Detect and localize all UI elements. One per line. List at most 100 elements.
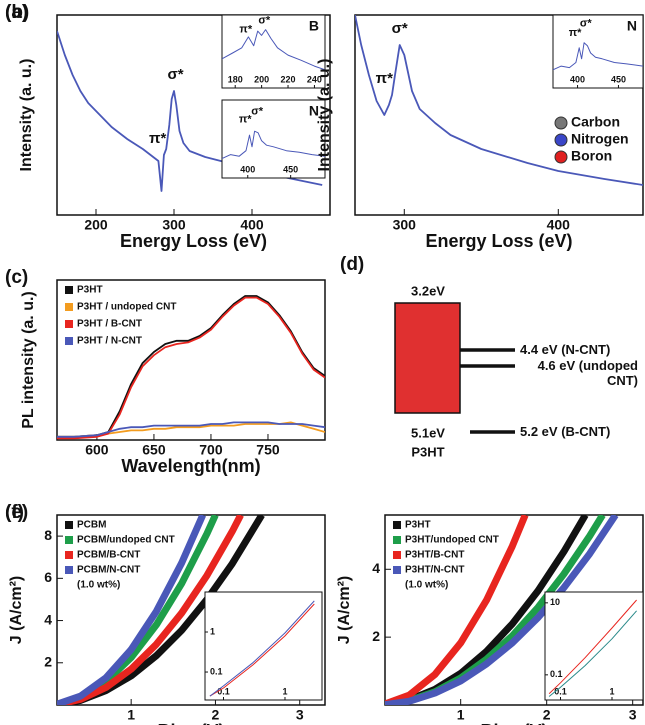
x-tick-label: 450 [611,74,626,84]
x-tick-label: 3 [296,707,304,723]
legend-label: P3HT [405,520,431,531]
legend-swatch [65,521,73,529]
panel-label: (b) [5,2,29,23]
y-tick-label: 8 [44,527,52,543]
legend-swatch [393,551,401,559]
x-tick-label: 0.1 [554,686,567,696]
series-line [222,130,325,159]
x-tick-label: 3 [629,707,637,723]
x-tick-label: 600 [85,442,109,458]
inset-frame [221,99,326,179]
annotation: σ* [392,20,408,37]
y-axis-label: PL intensity (a. u.) [20,291,37,429]
inset-title: N [309,103,319,119]
x-tick-label: 300 [393,217,417,233]
x-tick-label: 750 [256,442,280,458]
panel-label: (d) [340,254,364,275]
x-axis-label: Energy Loss (eV) [120,231,267,251]
legend-swatch [65,303,73,311]
legend-label: PCBM [77,520,106,531]
series-line [57,295,325,438]
level-label: 4.6 eV (undoped CNT) [537,358,638,388]
annotation: σ* [168,66,184,83]
y-tick-label: 6 [44,569,52,585]
annotation: π* [149,130,166,147]
series-line [209,603,315,697]
inset-title: N [627,18,637,34]
y-tick-label: 2 [372,628,380,644]
panel-label: (f) [5,502,24,523]
series-line [209,600,315,697]
legend-swatch [65,320,73,328]
x-tick-label: 1 [127,707,135,723]
inset-frame [552,14,644,89]
x-tick-label: 200 [84,217,108,233]
donor-homo: 5.1eV [411,425,445,440]
x-axis-label: Energy Loss (eV) [425,231,572,251]
legend-label: P3HT/undoped CNT [405,535,499,546]
inset-title: B [309,18,319,34]
series-line [553,42,643,71]
plot-frame [56,279,326,441]
x-tick-label: 200 [254,74,269,84]
legend-note: (1.0 wt%) [405,580,448,591]
annotation: σ* [251,106,264,118]
legend-swatch [65,337,73,345]
series-line [355,15,643,186]
x-tick-label: 1 [457,707,465,723]
annotation: π* [376,70,393,87]
legend-label: P3HT / N-CNT [77,336,142,347]
legend-swatch [65,536,73,544]
donor-level [394,302,461,414]
legend-label: PCBM/undoped CNT [77,535,175,546]
x-tick-label: 700 [199,442,223,458]
y-axis-label: J (A/cm²) [336,576,353,644]
atom-label: Carbon [571,114,620,130]
series-line [222,29,325,71]
level-label: 4.4 eV (N-CNT) [520,342,611,357]
atom-swatch [554,150,568,164]
x-tick-label: 240 [307,74,322,84]
series-line [548,599,637,695]
series-line [385,515,529,705]
panel-label: (e) [5,502,28,523]
x-tick-label: 450 [283,164,298,174]
legend-label: P3HT / undoped CNT [77,302,176,313]
x-tick-label: 300 [162,217,186,233]
x-axis-label: Bias (V) [480,721,547,725]
y-axis-label: Intensity (a. u.) [18,59,35,172]
y-axis-label: Intensity (a. u.) [316,59,333,172]
x-tick-label: 180 [228,74,243,84]
donor-lumo: 3.2eV [411,283,445,298]
atom-label: Nitrogen [571,131,629,147]
x-tick-label: 400 [240,164,255,174]
series-line [548,610,637,697]
inset-frame [204,591,323,701]
atom-label: Boron [571,148,612,164]
legend-swatch [393,566,401,574]
panel-label: (a) [5,2,28,23]
legend-label: P3HT [77,285,103,296]
y-axis-label: J (A/cm²) [8,576,25,644]
inset-frame [221,14,326,89]
x-tick-label: 0.1 [217,686,230,696]
level-label: 5.2 eV (B-CNT) [520,424,611,439]
series-line [57,30,323,192]
x-tick-label: 400 [240,217,264,233]
y-tick-label: 1 [210,626,215,636]
annotation: π* [239,24,252,36]
series-line [57,515,244,705]
series-line [57,421,325,438]
annotation: π* [569,27,582,39]
legend-label: PCBM/B-CNT [77,550,140,561]
x-tick-label: 1 [282,686,287,696]
panel-label: (c) [5,267,28,288]
annotation: π* [239,113,252,125]
atom-swatch [554,133,568,147]
x-tick-label: 1 [609,686,614,696]
series-line [57,296,325,440]
x-tick-label: 400 [570,74,585,84]
series-line [57,515,207,705]
annotation: σ* [258,15,271,27]
